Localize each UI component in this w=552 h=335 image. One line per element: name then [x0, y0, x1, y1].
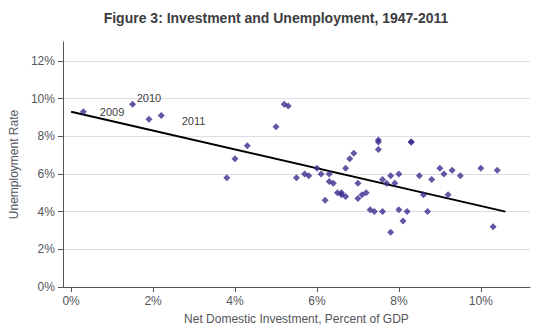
svg-text:2%: 2% — [38, 242, 56, 256]
svg-text:Figure 3: Investment and Unemp: Figure 3: Investment and Unemployment, 1… — [104, 10, 449, 26]
svg-text:6%: 6% — [308, 294, 326, 308]
svg-text:6%: 6% — [38, 167, 56, 181]
svg-text:2009: 2009 — [100, 106, 124, 118]
svg-text:Net Domestic Investment, Perce: Net Domestic Investment, Percent of GDP — [184, 312, 409, 326]
svg-text:2%: 2% — [144, 294, 162, 308]
svg-text:Unemployment Rate: Unemployment Rate — [7, 109, 21, 219]
svg-text:4%: 4% — [38, 205, 56, 219]
svg-text:10%: 10% — [31, 92, 55, 106]
svg-text:0%: 0% — [38, 280, 56, 294]
svg-text:10%: 10% — [469, 294, 493, 308]
svg-text:4%: 4% — [226, 294, 244, 308]
svg-text:8%: 8% — [390, 294, 408, 308]
svg-text:2010: 2010 — [137, 92, 161, 104]
svg-text:8%: 8% — [38, 129, 56, 143]
svg-text:12%: 12% — [31, 54, 55, 68]
svg-text:2011: 2011 — [182, 115, 206, 127]
svg-text:0%: 0% — [62, 294, 80, 308]
